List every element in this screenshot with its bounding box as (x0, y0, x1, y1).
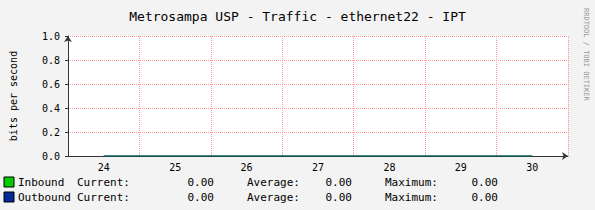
svg-text:30: 30 (526, 162, 538, 173)
svg-text:0.2: 0.2 (42, 127, 60, 138)
svg-text:Current:: Current: (77, 191, 130, 204)
svg-text:0.6: 0.6 (42, 79, 60, 90)
svg-text:RRDTOOL / TOBI OETIKER: RRDTOOL / TOBI OETIKER (582, 8, 590, 102)
svg-text:1.0: 1.0 (42, 31, 60, 42)
svg-text:0.8: 0.8 (42, 55, 60, 66)
svg-text:0.4: 0.4 (42, 103, 60, 114)
svg-text:Average:: Average: (247, 176, 300, 189)
svg-text:25: 25 (169, 162, 181, 173)
svg-text:26: 26 (241, 162, 253, 173)
svg-text:Maximum:: Maximum: (385, 191, 438, 204)
svg-text:Outbound: Outbound (18, 191, 71, 204)
svg-text:0.00: 0.00 (188, 176, 215, 189)
svg-text:Current:: Current: (77, 176, 130, 189)
svg-text:0.00: 0.00 (472, 191, 499, 204)
svg-text:Average:: Average: (247, 191, 300, 204)
svg-text:0.00: 0.00 (472, 176, 499, 189)
svg-text:28: 28 (383, 162, 395, 173)
svg-text:24: 24 (98, 162, 110, 173)
svg-text:Metrosampa USP - Traffic - eth: Metrosampa USP - Traffic - ethernet22 - … (129, 9, 466, 24)
svg-text:27: 27 (312, 162, 324, 173)
svg-text:Maximum:: Maximum: (385, 176, 438, 189)
svg-text:Inbound: Inbound (18, 176, 64, 189)
svg-text:0.00: 0.00 (326, 191, 353, 204)
svg-text:0.00: 0.00 (188, 191, 215, 204)
svg-text:0.00: 0.00 (326, 176, 353, 189)
svg-text:29: 29 (455, 162, 467, 173)
svg-text:bits per second: bits per second (8, 51, 19, 141)
svg-text:0.0: 0.0 (42, 151, 60, 162)
